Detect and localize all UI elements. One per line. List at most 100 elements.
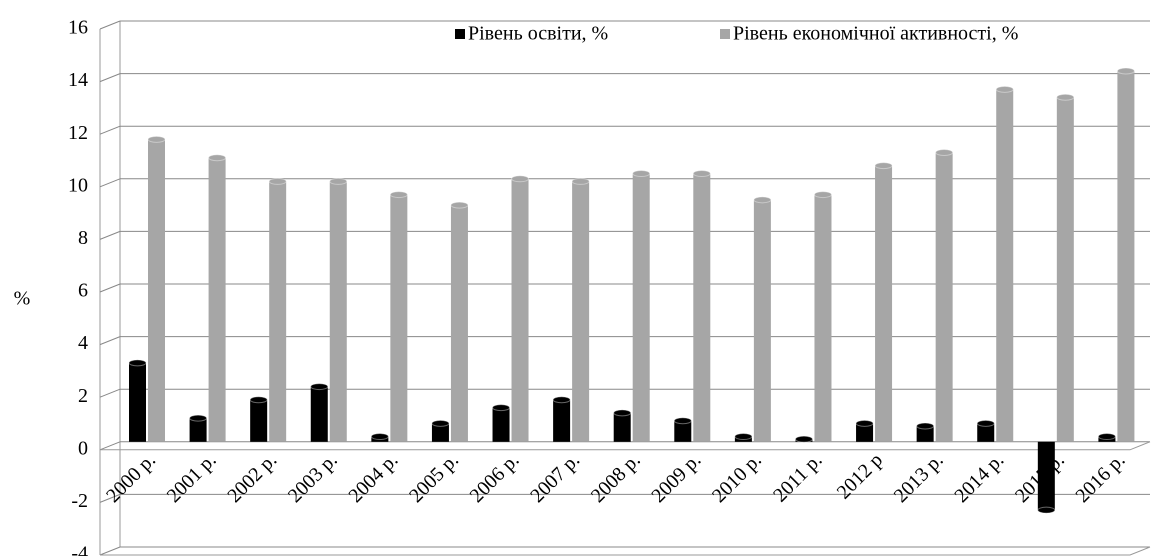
bar-cap: [794, 435, 813, 443]
bar-cap: [552, 396, 571, 404]
bar: [189, 418, 207, 442]
bar: [996, 89, 1014, 442]
bar-cap: [511, 175, 530, 183]
bar: [492, 407, 510, 442]
grid-line-side: [99, 230, 121, 240]
bar: [613, 412, 631, 442]
y-tick-label: -4: [71, 543, 88, 556]
y-axis-label: %: [14, 288, 31, 310]
bar-cap: [976, 419, 995, 427]
x-tick-label: 2014 р.: [950, 449, 1008, 507]
bar: [553, 399, 571, 442]
bar-cap: [692, 170, 711, 178]
legend-swatch: [455, 29, 465, 39]
bar-cap: [370, 433, 389, 441]
bar-cap: [1097, 433, 1116, 441]
bar-cap: [874, 162, 893, 170]
bar-cap: [916, 422, 935, 430]
x-tick-label: 2012 р: [833, 449, 887, 503]
bar-cap: [613, 409, 632, 417]
legend-swatch: [720, 29, 730, 39]
bar-cap: [1116, 67, 1135, 75]
y-tick-label: 10: [68, 174, 88, 196]
grid-line-side: [99, 73, 121, 83]
x-tick-label: 2013 р.: [890, 449, 948, 507]
bar: [977, 423, 995, 442]
bar-cap: [389, 191, 408, 199]
bar-cap: [128, 359, 147, 367]
bar: [935, 152, 953, 442]
x-tick-label: 2007 р.: [526, 449, 584, 507]
bar-cap: [673, 417, 692, 425]
bar: [814, 194, 832, 442]
bar: [129, 362, 146, 442]
bar-cap: [450, 201, 469, 209]
bar: [431, 423, 449, 442]
grid-line-side: [99, 546, 121, 556]
bar: [511, 178, 529, 442]
bar: [916, 426, 934, 442]
x-tick-label: 2001 р.: [163, 449, 221, 507]
bar-cap: [1037, 506, 1056, 514]
bar: [856, 423, 874, 442]
x-tick-label: 2002 р.: [223, 449, 281, 507]
x-tick-label: 2010 р.: [708, 449, 766, 507]
y-tick-label: 0: [78, 437, 88, 459]
grid-line-side: [99, 388, 121, 398]
bar: [310, 386, 328, 442]
bar: [450, 205, 468, 442]
y-tick-label: 8: [78, 227, 88, 249]
grid-line-side: [99, 336, 121, 346]
floor: [100, 441, 1151, 451]
bar: [250, 399, 268, 442]
bar: [1037, 441, 1055, 511]
bar-cap: [813, 191, 832, 199]
x-tick-label: 2003 р.: [284, 449, 342, 507]
bottom-frame: [100, 546, 1151, 556]
x-tick-label: 2000 р.: [102, 449, 160, 507]
bar: [148, 139, 165, 442]
bar-cap: [431, 419, 450, 427]
grid-line-side: [99, 441, 121, 451]
y-tick-label: 4: [78, 332, 88, 354]
x-tick-label: 2009 р.: [647, 449, 705, 507]
bar: [1117, 70, 1135, 442]
bar-cap: [147, 135, 166, 143]
bar-cap: [753, 196, 772, 204]
bar-cap: [492, 404, 511, 412]
bar-cap: [571, 177, 590, 185]
bar-cap: [189, 414, 208, 422]
legend-label: Рівень економічної активності, %: [733, 23, 1018, 45]
x-tick-label: 2004 р.: [344, 449, 402, 507]
y-tick-label: 2: [78, 385, 88, 407]
bar-cap: [995, 85, 1014, 93]
bar: [329, 181, 347, 442]
grid-line-side: [99, 20, 121, 30]
x-tick-label: 2011 р.: [769, 449, 826, 506]
bar-cap: [632, 170, 651, 178]
bar-cap: [268, 177, 287, 185]
y-tick-label: 6: [78, 280, 88, 302]
bar: [1056, 97, 1074, 442]
x-tick-label: 2008 р.: [587, 449, 645, 507]
legend-label: Рівень освіти, %: [468, 23, 608, 45]
bar-cap: [249, 396, 268, 404]
y-tick-label: 12: [68, 122, 88, 144]
bar-cap: [310, 383, 329, 391]
grid-line-side: [99, 178, 121, 188]
bar: [632, 173, 650, 442]
grid-line-side: [99, 493, 121, 503]
bar: [875, 165, 893, 442]
bar: [572, 181, 590, 442]
bar-cap: [208, 154, 227, 162]
grid-line-side: [99, 125, 121, 135]
x-tick-label: 2005 р.: [405, 449, 463, 507]
bar-cap: [1056, 93, 1075, 101]
bar: [390, 194, 408, 442]
bar-cap: [329, 177, 348, 185]
bar: [208, 157, 226, 442]
bar: [269, 181, 287, 442]
bar: [674, 420, 692, 442]
grid-line-side: [99, 283, 121, 293]
